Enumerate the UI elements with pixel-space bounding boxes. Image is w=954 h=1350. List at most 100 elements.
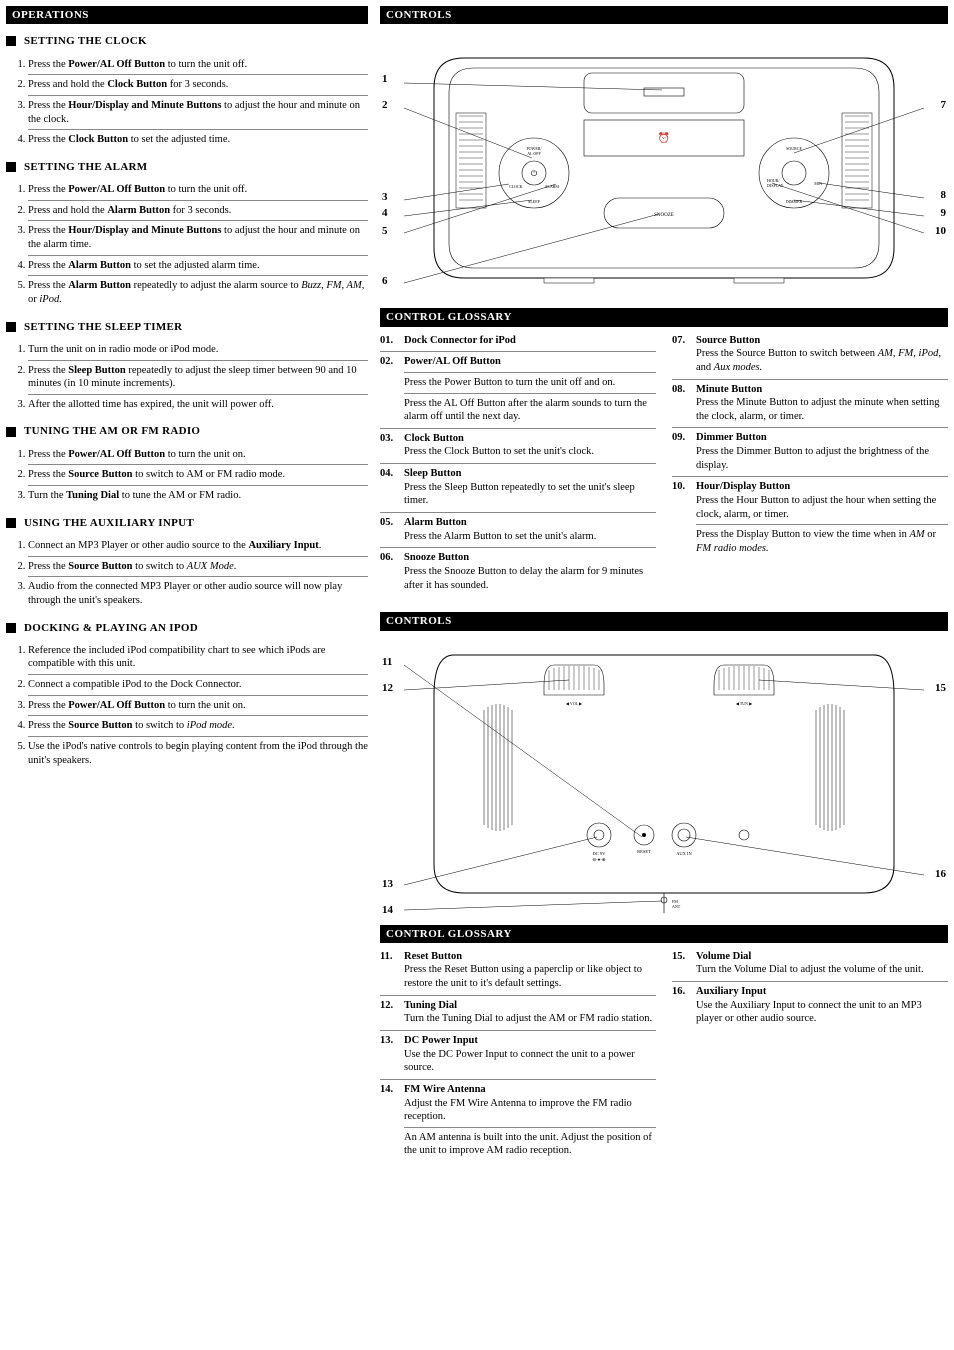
section-title: DOCKING & PLAYING AN IPOD [24,621,198,635]
glossary-num: 02. [380,355,404,424]
svg-text:⊖-●-⊕: ⊖-●-⊕ [592,857,605,862]
glossary-title: Volume Dial [696,950,948,964]
svg-text:DIMMER: DIMMER [786,199,803,204]
bullet-icon [6,427,16,437]
glossary-body: Source ButtonPress the Source Button to … [696,334,948,375]
control-glossary-header-1: CONTROL GLOSSARY [380,308,948,326]
glossary-desc: Adjust the FM Wire Antenna to improve th… [404,1097,656,1124]
glossary-num: 16. [672,985,696,1026]
glossary-num: 12. [380,999,404,1026]
glossary-item: 01.Dock Connector for iPod [380,331,656,353]
step: Press and hold the Alarm Button for 3 se… [28,200,368,221]
glossary-body: Auxiliary InputUse the Auxiliary Input t… [696,985,948,1026]
svg-text:⏻: ⏻ [531,169,538,178]
glossary-title: Source Button [696,334,948,348]
glossary-desc: Press the Alarm Button to set the unit's… [404,530,656,544]
glossary-title: FM Wire Antenna [404,1083,656,1097]
section-title: USING THE AUXILIARY INPUT [24,516,194,530]
glossary-title: Tuning Dial [404,999,656,1013]
step: Turn the Tuning Dial to tune the AM or F… [28,485,368,506]
step: Press the Clock Button to set the adjust… [28,129,368,150]
callout-11: 11 [382,655,392,669]
glossary-body: Power/AL Off ButtonPress the Power Butto… [404,355,656,424]
svg-text:AUX IN: AUX IN [676,851,692,856]
glossary-num: 09. [672,431,696,472]
glossary-body: Hour/Display ButtonPress the Hour Button… [696,480,948,555]
step: Reference the included iPod compatibilit… [28,641,368,674]
operations-header: OPERATIONS [6,6,368,24]
section-clock: SETTING THE CLOCK [6,34,368,48]
glossary-num: 04. [380,467,404,508]
glossary-num: 03. [380,432,404,459]
glossary-sub: An AM antenna is built into the unit. Ad… [404,1127,656,1158]
bullet-icon [6,322,16,332]
step: After the allotted time has expired, the… [28,394,368,415]
glossary-desc: Press the Source Button to switch betwee… [696,347,948,374]
glossary-body: Tuning DialTurn the Tuning Dial to adjus… [404,999,656,1026]
glossary-num: 11. [380,950,404,991]
glossary-body: Reset ButtonPress the Reset Button using… [404,950,656,991]
glossary-desc: Press the Dimmer Button to adjust the br… [696,445,948,472]
step: Press the Source Button to switch to iPo… [28,715,368,736]
glossary-item: 07.Source ButtonPress the Source Button … [672,331,948,380]
glossary-num: 01. [380,334,404,348]
glossary-title: Sleep Button [404,467,656,481]
bullet-icon [6,162,16,172]
step: Press the Source Button to switch to AM … [28,464,368,485]
bullet-icon [6,623,16,633]
step: Press and hold the Clock Button for 3 se… [28,74,368,95]
glossary-sub: Press the AL Off Button after the alarm … [404,393,656,424]
glossary-item: 04.Sleep ButtonPress the Sleep Button re… [380,464,656,513]
step: Press the Power/AL Off Button to turn th… [28,180,368,200]
svg-text:AL OFF: AL OFF [527,151,541,156]
step: Press the Source Button to switch to AUX… [28,556,368,577]
glossary-body: Sleep ButtonPress the Sleep Button repea… [404,467,656,508]
svg-text:SLEEP: SLEEP [528,199,541,204]
glossary-desc: Turn the Tuning Dial to adjust the AM or… [404,1012,656,1026]
svg-text:DISPLAY: DISPLAY [767,183,784,188]
glossary-desc: Use the DC Power Input to connect the un… [404,1048,656,1075]
svg-text:CLOCK: CLOCK [509,184,523,189]
glossary-desc: Press the Snooze Button to delay the ala… [404,565,656,592]
step: Connect a compatible iPod to the Dock Co… [28,674,368,695]
callout-3: 3 [382,190,388,204]
glossary-item: 03.Clock ButtonPress the Clock Button to… [380,429,656,464]
section-title: SETTING THE SLEEP TIMER [24,320,182,334]
glossary-desc: Use the Auxiliary Input to connect the u… [696,999,948,1026]
svg-text:◀ VOL ▶: ◀ VOL ▶ [566,701,583,706]
step: Press the Hour/Display and Minute Button… [28,95,368,129]
glossary-title: Alarm Button [404,516,656,530]
glossary-body: Snooze ButtonPress the Snooze Button to … [404,551,656,592]
controls-header-1: CONTROLS [380,6,948,24]
glossary-2: 11.Reset ButtonPress the Reset Button us… [380,947,948,1162]
glossary-num: 13. [380,1034,404,1075]
figure-top-view: ⏰ ⏻ POWER/ AL OFF CLOCK ALARM SLEEP SOUR… [380,28,948,308]
glossary-item: 12.Tuning DialTurn the Tuning Dial to ad… [380,996,656,1031]
svg-text:⏰: ⏰ [658,131,670,144]
glossary-body: Minute ButtonPress the Minute Button to … [696,383,948,424]
steps-dock: Reference the included iPod compatibilit… [6,641,368,770]
glossary-num: 05. [380,516,404,543]
step: Press the Power/AL Off Button to turn th… [28,445,368,465]
glossary-body: Dock Connector for iPod [404,334,656,348]
section-title: SETTING THE CLOCK [24,34,147,48]
glossary-body: Dimmer ButtonPress the Dimmer Button to … [696,431,948,472]
svg-text:RESET: RESET [637,849,651,854]
callout-13: 13 [382,877,393,891]
svg-text:ALARM: ALARM [545,184,560,189]
glossary-desc: Press the Clock Button to set the unit's… [404,445,656,459]
glossary-sub: Press the Power Button to turn the unit … [404,372,656,390]
glossary-item: 14.FM Wire AntennaAdjust the FM Wire Ant… [380,1080,656,1162]
callout-16: 16 [935,867,946,881]
steps-sleep: Turn the unit on in radio mode or iPod m… [6,340,368,415]
section-tuning: TUNING THE AM OR FM RADIO [6,424,368,438]
svg-text:SNOOZE: SNOOZE [654,213,674,218]
section-title: SETTING THE ALARM [24,160,147,174]
steps-tuning: Press the Power/AL Off Button to turn th… [6,445,368,506]
step: Press the Power/AL Off Button to turn th… [28,55,368,75]
bullet-icon [6,518,16,528]
svg-text:DC 9V: DC 9V [593,851,607,856]
section-sleep: SETTING THE SLEEP TIMER [6,320,368,334]
glossary-title: Reset Button [404,950,656,964]
callout-9: 9 [941,206,947,220]
